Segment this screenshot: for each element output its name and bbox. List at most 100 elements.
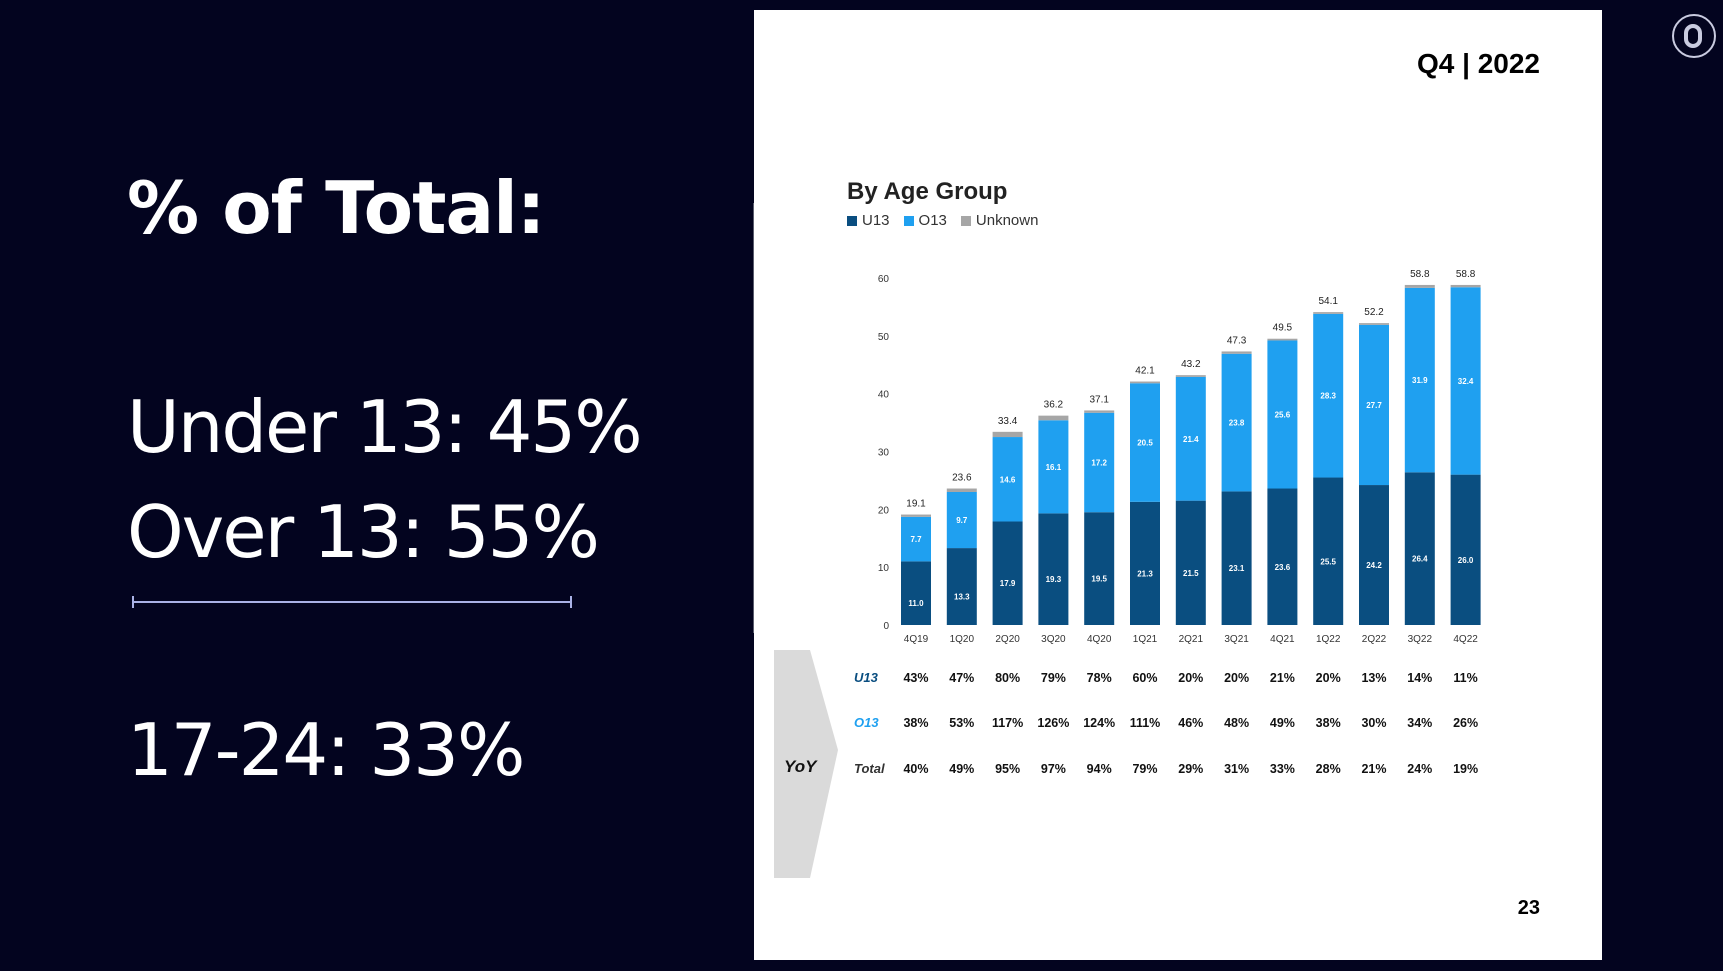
yoy-value-total: 97% [1041, 762, 1066, 776]
quarter-label: Q4 | 2022 [1416, 48, 1540, 79]
data-label-u13: 24.2 [1366, 561, 1382, 570]
yoy-value-u13: 20% [1224, 671, 1249, 685]
total-label: 33.4 [998, 416, 1018, 427]
legend-label-o13: O13 [918, 212, 947, 229]
data-label-o13: 16.1 [1046, 463, 1062, 472]
under-13-stat: Under 13: 45% [127, 385, 643, 469]
bar-u13-4Q22 [1450, 474, 1481, 625]
yoy-value-total: 49% [949, 762, 974, 776]
yoy-value-u13: 13% [1361, 671, 1386, 685]
data-label-u13: 23.6 [1275, 563, 1291, 572]
yoy-value-u13: 20% [1316, 671, 1341, 685]
y-tick-label: 40 [878, 390, 890, 401]
data-label-u13: 21.3 [1137, 569, 1153, 578]
yoy-value-o13: 117% [992, 716, 1023, 730]
bar-o13-2Q22 [1359, 324, 1389, 486]
yoy-value-u13: 14% [1407, 671, 1432, 685]
stacked-bar-chart: 0 10 20 30 40 50 60 11.0 7.7 19.1 4Q19 13.3 9.7 23.6 1… [774, 269, 1481, 878]
bar-u13-4Q20 [1084, 512, 1115, 625]
yoy-value-total: 24% [1407, 762, 1432, 776]
page-number: 23 [1517, 897, 1540, 919]
yoy-value-total: 79% [1132, 762, 1157, 776]
legend-label-u13: U13 [862, 212, 890, 229]
total-label: 52.2 [1364, 307, 1384, 318]
bar-u13-3Q22 [1404, 472, 1435, 625]
x-tick-label: 2Q21 [1179, 634, 1204, 645]
yoy-value-o13: 26% [1453, 716, 1478, 730]
bar-o13-3Q21 [1221, 353, 1252, 492]
data-label-u13: 11.0 [908, 599, 924, 608]
yoy-value-total: 40% [903, 762, 928, 776]
yoy-value-o13: 48% [1224, 716, 1249, 730]
data-label-u13: 26.0 [1458, 556, 1474, 565]
total-label: 49.5 [1273, 323, 1293, 334]
y-tick-label: 30 [878, 448, 890, 459]
yoy-value-o13: 38% [903, 716, 928, 730]
bar-unknown-3Q22 [1404, 284, 1435, 288]
yoy-value-total: 21% [1361, 762, 1386, 776]
bar-u13-2Q20 [992, 521, 1023, 625]
x-tick-label: 4Q21 [1270, 634, 1295, 645]
bar-unknown-3Q21 [1221, 351, 1252, 354]
total-label: 54.1 [1318, 296, 1338, 307]
data-label-o13: 25.6 [1275, 410, 1291, 419]
yoy-value-u13: 43% [903, 671, 928, 685]
legend-swatch-unknown [960, 215, 971, 226]
bar-u13-1Q22 [1313, 477, 1344, 625]
bar-u13-4Q21 [1267, 488, 1298, 625]
y-tick-label: 60 [878, 274, 890, 285]
x-tick-label: 4Q19 [904, 634, 929, 645]
yoy-value-total: 95% [995, 762, 1020, 776]
bar-unknown-4Q22 [1450, 284, 1481, 288]
data-label-u13: 21.5 [1183, 569, 1199, 578]
yoy-value-o13: 38% [1316, 716, 1341, 730]
x-tick-label: 3Q21 [1224, 634, 1249, 645]
bar-unknown-1Q21 [1130, 381, 1160, 384]
total-label: 58.8 [1456, 269, 1476, 280]
legend-swatch-o13 [903, 215, 914, 226]
bar-u13-1Q20 [946, 548, 977, 625]
legend-item-o13: O13 [903, 212, 947, 229]
heading: % of Total: [127, 166, 546, 250]
data-label-o13: 9.7 [956, 516, 968, 525]
yoy-row-label-u13: U13 [854, 670, 879, 685]
bar-u13-1Q21 [1130, 501, 1160, 625]
bar-unknown-4Q19 [901, 514, 931, 517]
yoy-value-o13: 111% [1130, 716, 1161, 730]
x-tick-label: 2Q22 [1362, 634, 1387, 645]
yoy-value-total: 33% [1270, 762, 1295, 776]
x-tick-label: 1Q20 [950, 634, 975, 645]
bar-o13-4Q19 [901, 516, 931, 562]
x-tick-label: 4Q22 [1453, 634, 1478, 645]
data-label-u13: 23.1 [1229, 564, 1245, 573]
y-tick-label: 50 [878, 332, 890, 343]
bar-o13-3Q22 [1404, 287, 1435, 473]
yoy-value-o13: 34% [1407, 716, 1432, 730]
yoy-value-o13: 124% [1083, 716, 1115, 730]
data-label-o13: 31.9 [1412, 376, 1428, 385]
bar-o13-1Q22 [1313, 313, 1344, 478]
bar-o13-1Q20 [946, 491, 977, 549]
legend-item-u13: U13 [847, 212, 890, 229]
data-label-u13: 19.3 [1046, 575, 1062, 584]
bar-unknown-1Q22 [1313, 312, 1344, 314]
legend-label-unknown: Unknown [975, 212, 1039, 229]
data-label-o13: 32.4 [1458, 377, 1474, 386]
yoy-value-o13: 53% [949, 716, 974, 730]
divider-rule [132, 596, 572, 608]
yoy-value-u13: 21% [1270, 671, 1295, 685]
yoy-value-u13: 47% [949, 671, 974, 685]
yoy-value-u13: 60% [1132, 671, 1157, 685]
x-tick-label: 2Q20 [995, 634, 1020, 645]
yoy-chevron-shape [774, 650, 838, 878]
bar-o13-2Q21 [1175, 376, 1206, 501]
yoy-label: YoY [784, 757, 818, 776]
age-17-24-stat: 17-24: 33% [127, 708, 525, 792]
legend-item-unknown: Unknown [960, 212, 1039, 229]
total-label: 47.3 [1227, 335, 1247, 346]
bar-unknown-3Q20 [1038, 415, 1069, 421]
yoy-value-u13: 11% [1453, 671, 1477, 685]
data-label-u13: 13.3 [954, 593, 970, 602]
chart-legend: U13 O13 Unknown [847, 212, 1038, 229]
yoy-value-total: 31% [1224, 762, 1249, 776]
